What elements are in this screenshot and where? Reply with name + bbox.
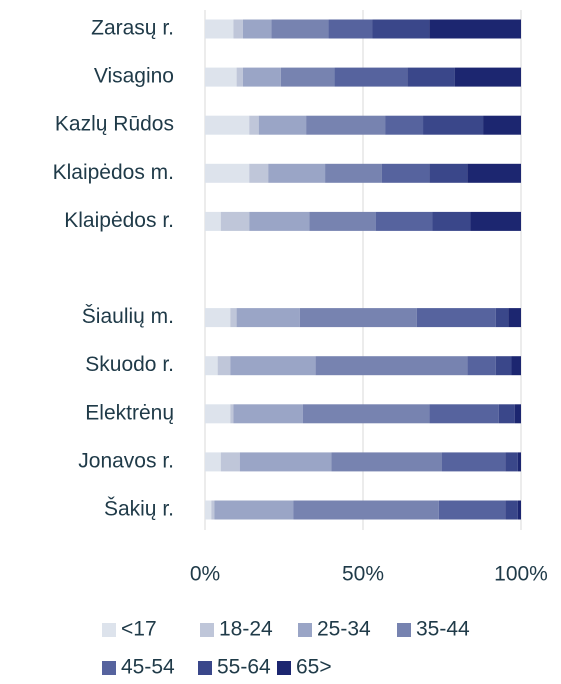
bar-segment bbox=[211, 500, 215, 520]
bar-segment bbox=[328, 19, 373, 39]
bar-segment bbox=[495, 308, 509, 328]
legend-label: 65> bbox=[296, 656, 332, 679]
bar-segment bbox=[268, 163, 326, 183]
bar-segment bbox=[205, 19, 234, 39]
bar-segment bbox=[416, 308, 496, 328]
bar-segment bbox=[442, 452, 506, 472]
legend-swatch bbox=[298, 623, 312, 637]
legend-swatch bbox=[102, 661, 116, 675]
bar-segment bbox=[432, 211, 471, 231]
bar-segment bbox=[258, 115, 307, 135]
bar-segment bbox=[467, 356, 496, 376]
bar-segment bbox=[306, 115, 386, 135]
bar-segment bbox=[315, 356, 468, 376]
bar-segment bbox=[467, 163, 521, 183]
legend-swatch bbox=[198, 661, 212, 675]
bar-segment bbox=[236, 308, 300, 328]
y-tick-label: Skuodo r. bbox=[85, 353, 174, 376]
bar-segment bbox=[230, 356, 316, 376]
bar-segment bbox=[249, 163, 269, 183]
bar-segment bbox=[325, 163, 382, 183]
bar-segment bbox=[331, 452, 442, 472]
bar-segment bbox=[217, 356, 231, 376]
bar-segment bbox=[505, 452, 518, 472]
bar-segment bbox=[429, 19, 521, 39]
bar-segment bbox=[230, 404, 234, 424]
bar-segment bbox=[514, 404, 521, 424]
bar-segment bbox=[517, 500, 521, 520]
bar-segment bbox=[205, 67, 237, 87]
legend-swatch bbox=[200, 623, 214, 637]
bar-segment bbox=[280, 67, 335, 87]
bar-segment bbox=[271, 19, 329, 39]
bar-segment bbox=[429, 404, 499, 424]
legend-swatch bbox=[277, 661, 291, 675]
bar-segment bbox=[242, 67, 281, 87]
bar-segment bbox=[205, 115, 250, 135]
bar-segment bbox=[483, 115, 521, 135]
bar-segment bbox=[302, 404, 430, 424]
bar-segment bbox=[495, 356, 512, 376]
legend-label: 35-44 bbox=[416, 618, 470, 641]
bar-segment bbox=[205, 308, 231, 328]
legend-label: <17 bbox=[121, 618, 157, 641]
bar-segment bbox=[293, 500, 439, 520]
bar-segment bbox=[230, 308, 237, 328]
bar-segment bbox=[508, 308, 521, 328]
bar-segment bbox=[205, 452, 221, 472]
bar-segment bbox=[220, 211, 250, 231]
bar-segment bbox=[375, 211, 433, 231]
y-tick-label: Zarasų r. bbox=[91, 17, 174, 40]
bar-segment bbox=[205, 404, 231, 424]
legend-label: 45-54 bbox=[121, 656, 175, 679]
bar-segment bbox=[438, 500, 506, 520]
legend-swatch bbox=[397, 623, 411, 637]
bar-segment bbox=[239, 452, 332, 472]
bar-segment bbox=[205, 356, 218, 376]
bar-segment bbox=[214, 500, 294, 520]
bar-segment bbox=[233, 19, 243, 39]
legend-swatch bbox=[102, 623, 116, 637]
y-tick-label: Šakių r. bbox=[104, 498, 174, 521]
bar-segment bbox=[511, 356, 521, 376]
bar-segment bbox=[249, 115, 259, 135]
y-tick-label: Visagino bbox=[94, 65, 174, 88]
bar-segment bbox=[309, 211, 376, 231]
bar-segment bbox=[205, 163, 250, 183]
bar-segment bbox=[429, 163, 468, 183]
bar-segment bbox=[498, 404, 515, 424]
bar-segment bbox=[220, 452, 240, 472]
x-tick-label: 100% bbox=[494, 563, 548, 586]
legend-label: 55-64 bbox=[217, 656, 271, 679]
bar-segment bbox=[372, 19, 430, 39]
y-tick-label: Klaipėdos m. bbox=[53, 161, 174, 184]
bar-segment bbox=[381, 163, 430, 183]
x-tick-label: 50% bbox=[342, 563, 384, 586]
y-tick-label: Šiaulių m. bbox=[82, 305, 174, 328]
legend-label: 25-34 bbox=[317, 618, 371, 641]
bar-segment bbox=[233, 404, 303, 424]
bar-segment bbox=[242, 19, 272, 39]
bar-segment bbox=[517, 452, 521, 472]
bar-segment bbox=[385, 115, 424, 135]
y-tick-label: Kazlų Rūdos bbox=[55, 113, 174, 136]
bar-segment bbox=[299, 308, 417, 328]
y-tick-label: Jonavos r. bbox=[78, 449, 174, 472]
bar-segment bbox=[470, 211, 521, 231]
legend-label: 18-24 bbox=[219, 618, 273, 641]
bar-segment bbox=[205, 211, 221, 231]
bar-segment bbox=[334, 67, 408, 87]
x-tick-label: 0% bbox=[190, 563, 220, 586]
bar-segment bbox=[249, 211, 310, 231]
bar-segment bbox=[505, 500, 518, 520]
bar-segment bbox=[407, 67, 455, 87]
bar-segment bbox=[423, 115, 484, 135]
bar-segment bbox=[236, 67, 243, 87]
y-tick-label: Klaipėdos r. bbox=[64, 209, 174, 232]
bar-segment bbox=[454, 67, 521, 87]
y-tick-label: Elektrėnų bbox=[85, 401, 174, 424]
bar-segment bbox=[205, 500, 212, 520]
